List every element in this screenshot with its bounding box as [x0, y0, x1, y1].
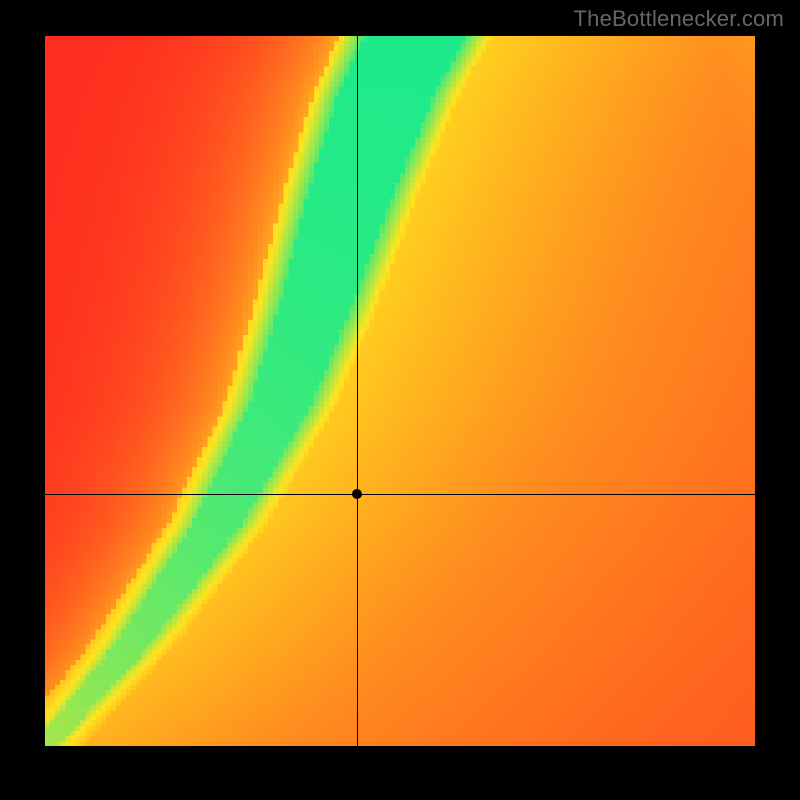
plot-frame	[45, 36, 755, 746]
marker-dot	[352, 489, 362, 499]
chart-container: TheBottlenecker.com	[0, 0, 800, 800]
crosshair-horizontal	[45, 494, 755, 495]
heatmap-canvas	[45, 36, 755, 746]
crosshair-vertical	[357, 36, 358, 746]
watermark-text: TheBottlenecker.com	[574, 6, 784, 32]
